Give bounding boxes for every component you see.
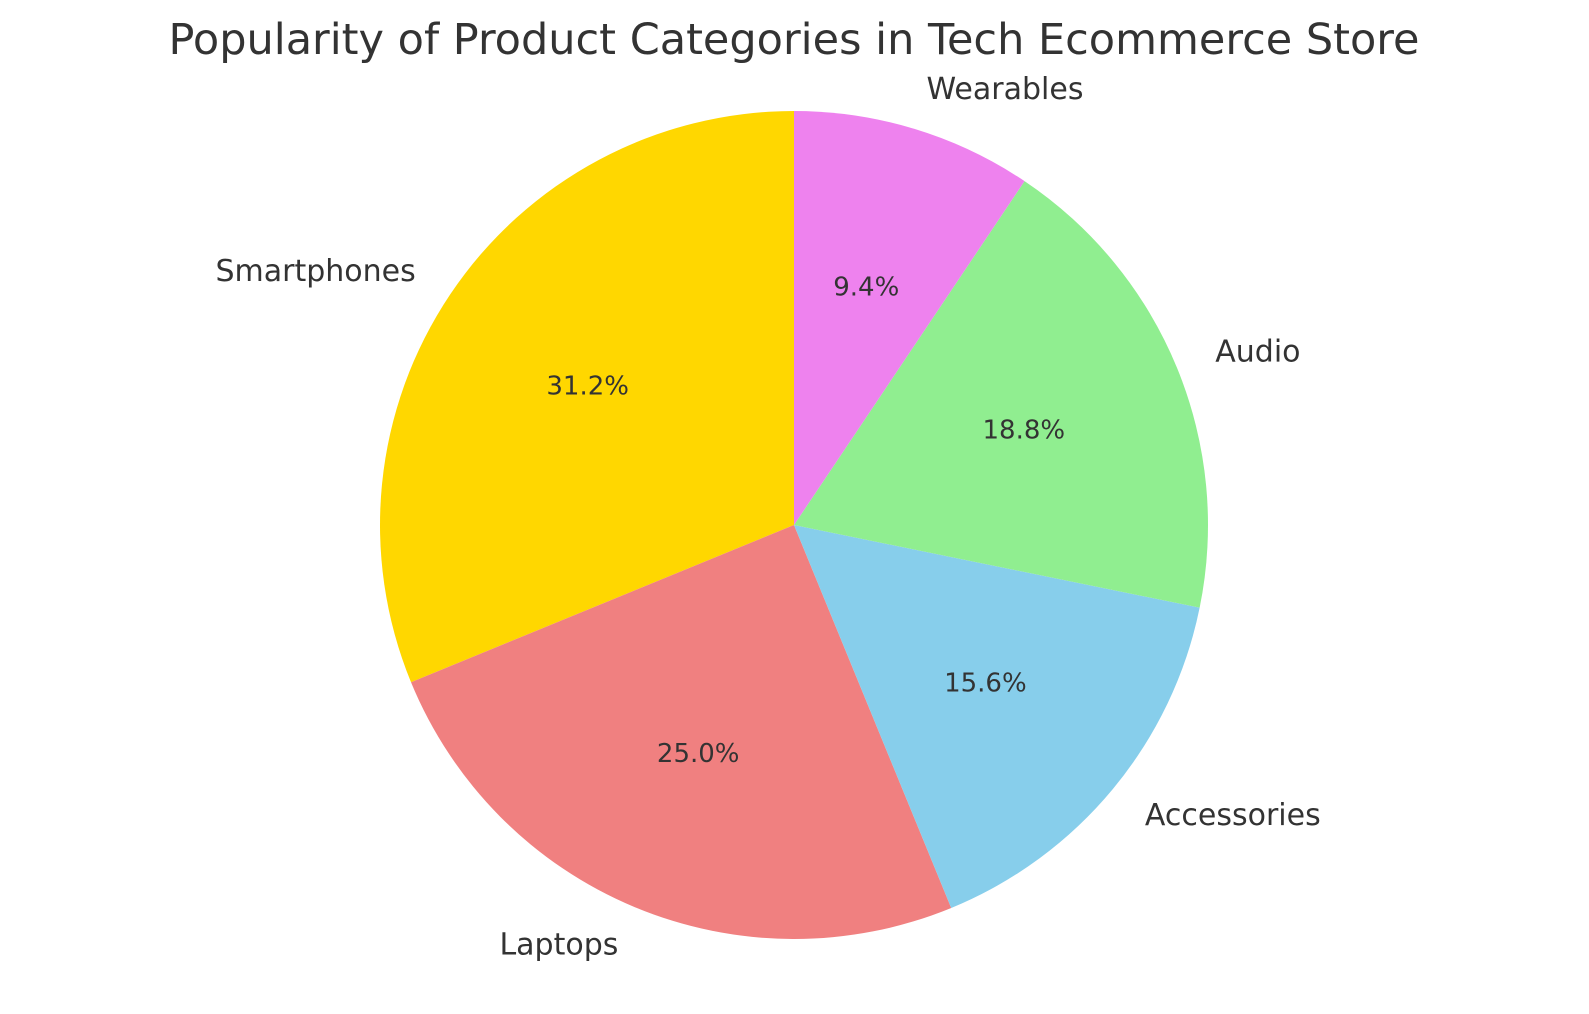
pie-slice-accessories	[794, 525, 1200, 908]
pie-slice-audio	[794, 181, 1208, 608]
chart-title: Popularity of Product Categories in Tech…	[169, 15, 1420, 65]
pct-label-wearables: 9.4%	[833, 272, 899, 302]
category-label-audio: Audio	[1215, 335, 1300, 370]
pct-label-accessories: 15.6%	[944, 668, 1027, 698]
category-label-accessories: Accessories	[1145, 798, 1321, 833]
category-label-wearables: Wearables	[927, 72, 1084, 107]
category-labels: Smartphones Laptops Accessories Audio Wearab…	[215, 72, 1320, 963]
pie-slices	[380, 111, 1208, 939]
pct-label-audio: 18.8%	[982, 416, 1065, 446]
pie-slice-laptops	[411, 525, 952, 939]
pie-slice-smartphones	[380, 111, 794, 683]
category-label-laptops: Laptops	[499, 928, 618, 963]
percentage-labels: 31.2% 25.0% 15.6% 18.8% 9.4%	[546, 272, 1065, 769]
pie-slice-wearables	[794, 111, 1025, 525]
pct-label-smartphones: 31.2%	[546, 372, 629, 402]
category-label-smartphones: Smartphones	[215, 254, 415, 289]
pct-label-laptops: 25.0%	[657, 739, 740, 769]
